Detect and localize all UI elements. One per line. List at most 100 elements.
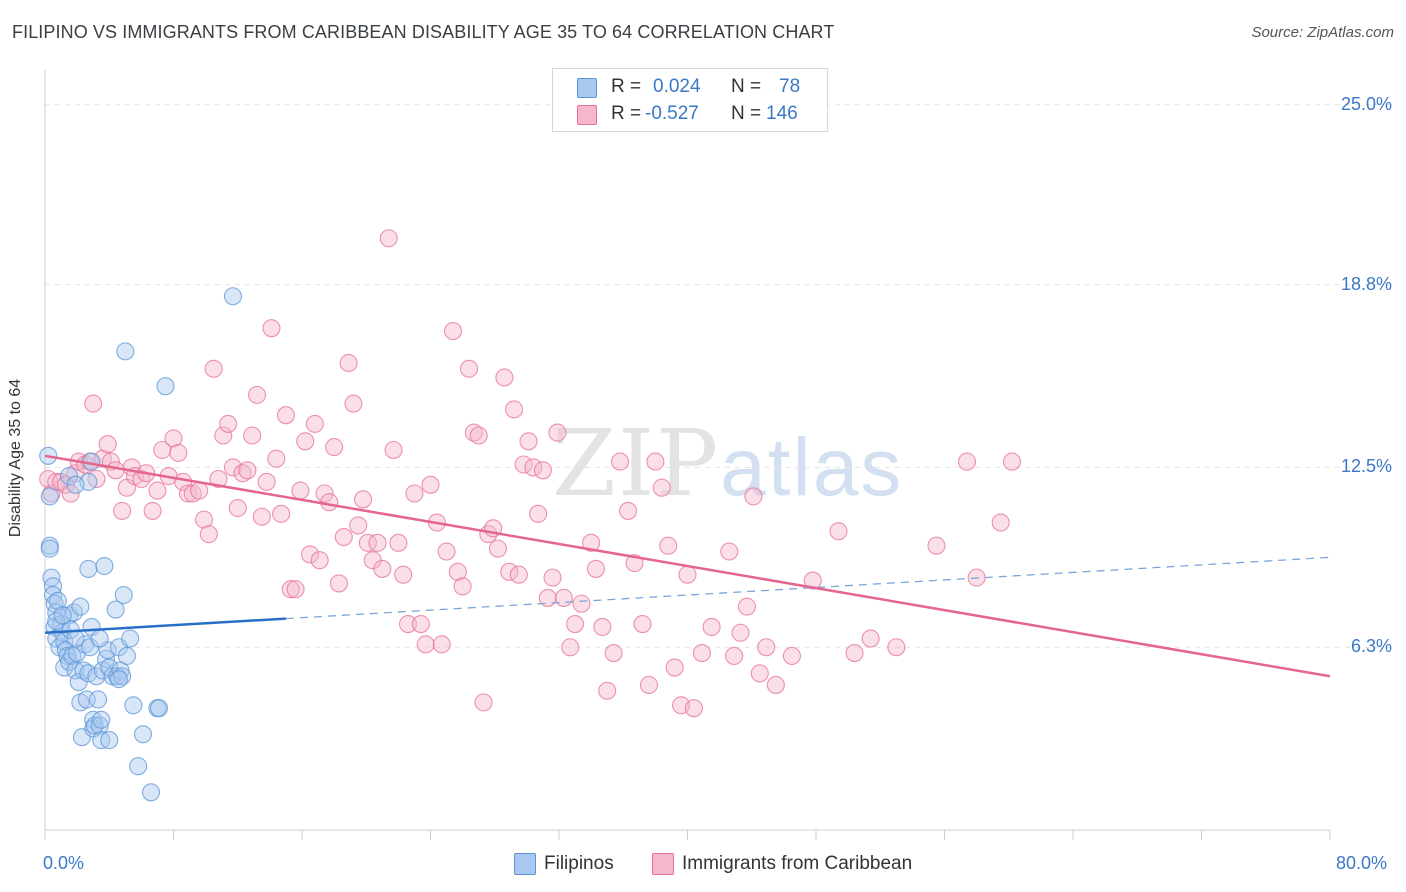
data-point (665, 658, 684, 677)
data-point (593, 617, 612, 636)
data-point (744, 487, 763, 506)
data-point (92, 710, 111, 729)
data-point (305, 414, 324, 433)
data-point (443, 322, 463, 341)
data-point (861, 629, 880, 648)
data-point (737, 597, 756, 616)
data-point (368, 533, 387, 552)
legend-r-value: 0.024 (653, 76, 701, 97)
data-point (598, 681, 617, 700)
data-point (548, 423, 567, 442)
grid-lines (45, 104, 1392, 648)
y-tick-label: 12.5% (1340, 456, 1392, 477)
data-point (286, 580, 305, 599)
data-point (42, 484, 61, 503)
data-point (243, 426, 262, 445)
data-point (219, 414, 238, 433)
data-point (108, 667, 127, 686)
correlation-legend: R = 0.024 N = 78 R = -0.527 N = 146 (552, 68, 828, 132)
data-point (194, 510, 214, 529)
data-point (604, 644, 623, 663)
data-point (252, 507, 271, 526)
data-point (141, 783, 161, 802)
data-point (561, 638, 580, 657)
data-point (991, 513, 1010, 532)
data-point (495, 368, 514, 387)
data-point (582, 533, 601, 552)
data-point (149, 699, 169, 718)
legend-n-value: 146 (766, 103, 798, 124)
data-point (398, 614, 418, 634)
data-point (190, 481, 209, 500)
data-point (109, 670, 128, 689)
data-point (720, 542, 739, 561)
data-point (79, 559, 98, 578)
data-point (132, 469, 151, 489)
y-tick-label: 25.0% (1340, 93, 1392, 114)
data-point (71, 597, 90, 616)
data-point (957, 452, 977, 471)
data-point (353, 490, 373, 509)
data-point (448, 562, 467, 581)
data-point (504, 400, 524, 419)
data-point (267, 449, 286, 468)
data-point (262, 319, 281, 338)
data-point (766, 675, 785, 695)
data-point (276, 406, 295, 425)
data-point (53, 606, 72, 625)
data-point (887, 638, 906, 657)
data-point (349, 516, 368, 535)
data-point (339, 353, 358, 373)
data-point (325, 438, 344, 457)
data-point (40, 487, 59, 506)
data-point (40, 539, 59, 558)
data-point (300, 545, 320, 564)
data-points (39, 229, 1022, 802)
data-point (209, 469, 228, 489)
data-point (411, 614, 430, 634)
data-point (66, 629, 85, 648)
trend-line-filipinos-dashed (285, 556, 1331, 620)
data-point (394, 565, 413, 584)
data-point (529, 504, 548, 523)
data-point (464, 423, 483, 442)
trend-line-filipinos-solid (44, 617, 287, 634)
data-point (291, 481, 310, 500)
bottom-legend-label-caribbean: Immigrants from Caribbean (682, 853, 913, 874)
data-point (114, 585, 133, 605)
data-point (117, 646, 136, 666)
data-point (829, 522, 848, 541)
data-point (474, 693, 493, 712)
data-point (106, 461, 125, 480)
data-point (272, 504, 291, 523)
data-point (692, 644, 712, 663)
data-point (469, 426, 488, 445)
bottom-legend-swatch-filipinos (514, 853, 536, 875)
data-point (223, 287, 242, 306)
data-point (204, 359, 223, 378)
data-point (646, 452, 665, 471)
data-point (725, 646, 744, 666)
data-point (281, 580, 300, 599)
legend-r-value: -0.527 (645, 103, 699, 124)
data-point (389, 533, 408, 552)
data-point (84, 394, 103, 413)
watermark-zip: ZIP (552, 410, 721, 517)
data-point (88, 690, 108, 709)
data-point (296, 432, 315, 451)
data-point (533, 461, 552, 480)
data-point (164, 429, 183, 448)
data-point (757, 638, 776, 657)
data-point (90, 629, 109, 648)
legend-swatch-filipinos (577, 78, 597, 98)
watermark: ZIPatlas (552, 410, 903, 517)
data-point (247, 385, 267, 404)
data-point (106, 600, 125, 619)
data-point (488, 539, 508, 558)
data-point (358, 533, 377, 552)
data-point (169, 443, 188, 462)
trend-line-caribbean (44, 454, 1331, 678)
data-point (702, 617, 721, 636)
data-point (156, 377, 175, 396)
